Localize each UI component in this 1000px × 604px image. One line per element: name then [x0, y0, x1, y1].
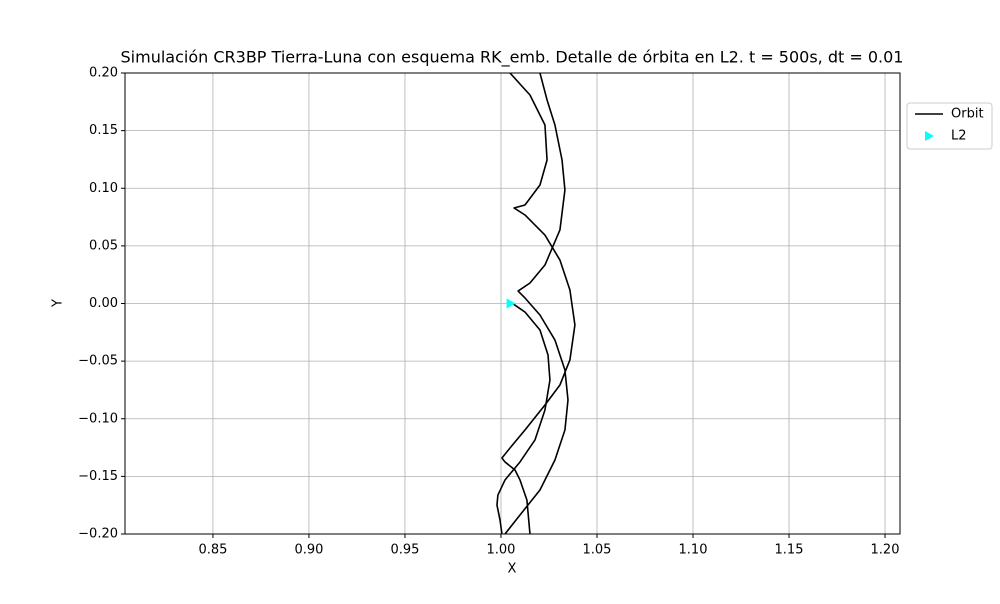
plot-area	[496, 73, 576, 534]
chart-title: Simulación CR3BP Tierra-Luna con esquema…	[121, 48, 904, 68]
y-tick-label: 0.05	[89, 238, 118, 253]
x-axis-label: X	[508, 562, 517, 577]
legend-label: Orbit	[951, 107, 984, 122]
y-tick-label: 0.10	[89, 181, 118, 196]
y-tick-label: −0.15	[78, 469, 118, 484]
legend: Orbit L2	[906, 102, 993, 150]
l2-marker	[506, 298, 516, 309]
y-tick-label: −0.05	[78, 354, 118, 369]
x-tick-label: 0.85	[198, 543, 227, 558]
y-tick-label: −0.10	[78, 411, 118, 426]
x-tick-label: 1.05	[583, 543, 612, 558]
x-tick-label: 1.10	[679, 543, 708, 558]
ticks: 0.85 0.90 0.95 1.00 1.05 1.10 1.15 1.20 −0.20 −0.…	[78, 66, 899, 558]
y-tick-label: 0.20	[89, 66, 118, 81]
y-tick-label: 0.15	[89, 123, 118, 138]
x-tick-label: 1.15	[775, 543, 804, 558]
legend-swatch	[925, 131, 934, 141]
x-tick-label: 1.00	[487, 543, 516, 558]
y-tick-label: −0.20	[78, 527, 118, 542]
y-tick-label: 0.00	[89, 296, 118, 311]
y-axis-label: Y	[51, 299, 66, 308]
x-tick-label: 0.90	[294, 543, 323, 558]
x-tick-label: 1.20	[871, 543, 900, 558]
x-tick-label: 0.95	[390, 543, 419, 558]
orbit-line	[496, 73, 576, 534]
legend-label: L2	[951, 129, 967, 144]
